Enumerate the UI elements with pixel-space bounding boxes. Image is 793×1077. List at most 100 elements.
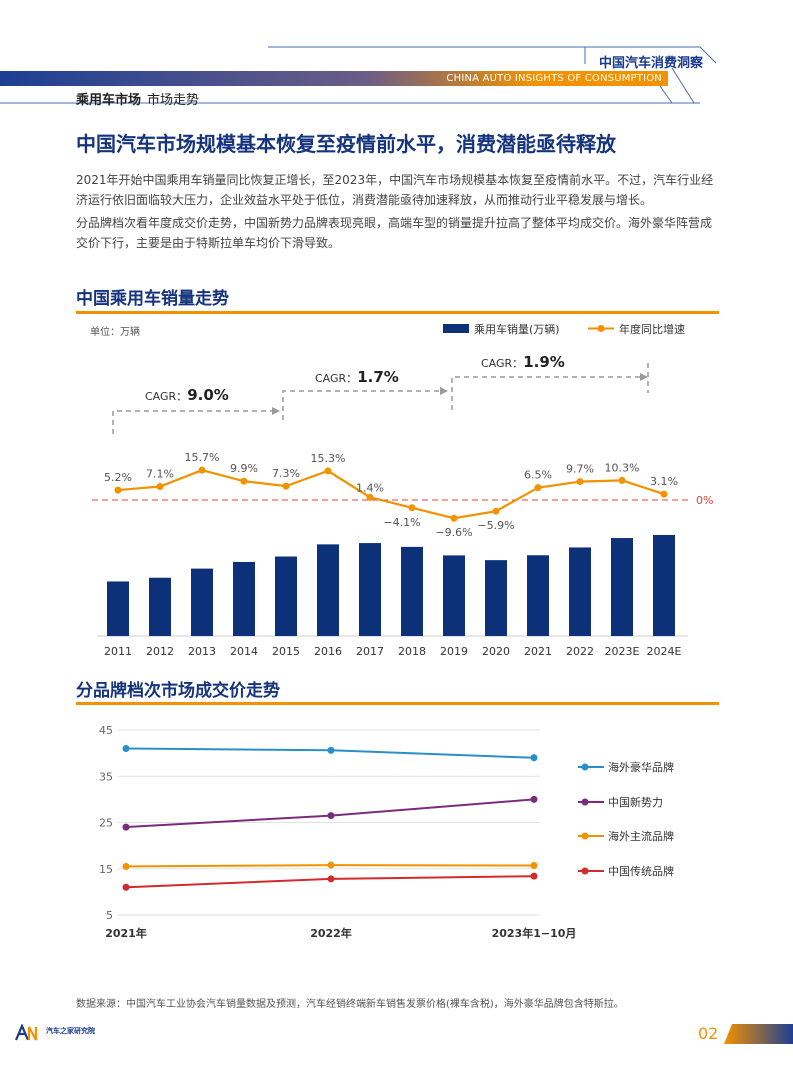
sales-bar-2018 <box>401 546 423 636</box>
sales-bar-2014 <box>233 561 255 636</box>
growth-label-2020: −5.9% <box>477 519 514 532</box>
x-label-2022: 2022 <box>566 645 594 658</box>
growth-label-2013: 15.7% <box>185 451 220 464</box>
intro-line-2: 济运行依旧面临较大压力，企业效益水平处于低位，消费潜能亟待加速释放，从而推动行业… <box>76 193 653 207</box>
cagr-2016-2019: CAGR：1.7% <box>315 368 399 386</box>
price-point-new_forces-0 <box>122 823 130 831</box>
cagr-2011-2016: CAGR：9.0% <box>145 386 229 404</box>
growth-label-2012: 7.1% <box>146 468 174 481</box>
growth-label-2021: 6.5% <box>524 469 552 482</box>
cagr-2019-2024: CAGR：1.9% <box>481 353 565 371</box>
price-point-mainstream-0 <box>122 862 130 870</box>
legend-line-marker <box>597 325 605 332</box>
growth-line <box>117 469 665 520</box>
sales-chart: 单位：万辆 乘用车销量(万辆) 年度同比增速 CAGR：9.0% CAGR：1.… <box>90 322 713 658</box>
autohome-logo-icon <box>14 1024 38 1041</box>
x-label-2020: 2020 <box>482 645 510 658</box>
sales-bar-2015 <box>275 556 297 636</box>
brand-title: 中国汽车消费洞察 <box>598 56 703 71</box>
growth-label-2024E: 3.1% <box>650 475 678 488</box>
sales-bar-2012 <box>149 577 171 636</box>
price-y-tick-15: 15 <box>99 863 113 876</box>
price-legend-label-luxury: 海外豪华品牌 <box>608 760 674 774</box>
price-point-luxury-2 <box>530 754 538 762</box>
price-x-label-2: 2023年1−10月 <box>492 926 577 940</box>
price-legend-marker-new_forces <box>581 798 589 806</box>
price-point-new_forces-2 <box>530 795 538 803</box>
x-label-2024E: 2024E <box>647 645 682 658</box>
x-label-2021: 2021 <box>524 645 552 658</box>
growth-label-2023E: 10.3% <box>605 461 640 474</box>
price-y-tick-25: 25 <box>99 817 113 830</box>
x-label-2014: 2014 <box>230 645 258 658</box>
logo-text: 汽车之家研究院 <box>46 1027 95 1035</box>
growth-label-2011: 5.2% <box>104 471 132 484</box>
growth-label-2017: 1.4% <box>356 481 384 494</box>
growth-label-2015: 7.3% <box>272 467 300 480</box>
sales-bar-2013 <box>191 568 213 636</box>
price-legend-marker-mainstream <box>581 832 589 840</box>
brand-line-1: 分品牌档次看年度成交价走势，中国新势力品牌表现亮眼，高端车型的销量提升拉高了整体… <box>76 216 713 230</box>
price-point-new_forces-1 <box>327 812 335 820</box>
growth-point-2018 <box>408 504 416 512</box>
growth-point-2015 <box>282 482 290 490</box>
legend-bar-label: 乘用车销量(万辆) <box>474 322 560 336</box>
growth-label-2019: −9.6% <box>435 526 472 539</box>
growth-point-2021 <box>534 484 542 492</box>
x-label-2015: 2015 <box>272 645 300 658</box>
page-title: 中国汽车市场规模基本恢复至疫情前水平，消费潜能亟待释放 <box>76 132 616 156</box>
price-legend-label-new_forces: 中国新势力 <box>608 795 663 809</box>
growth-point-2016 <box>324 467 332 475</box>
growth-point-2020 <box>492 507 500 515</box>
x-label-2018: 2018 <box>398 645 426 658</box>
price-point-traditional-0 <box>122 883 130 891</box>
page-number: 02 <box>698 1024 719 1043</box>
growth-point-2024E <box>660 490 668 498</box>
brand-line-2: 交价下行，主要是由于特斯拉单车均价下滑导致。 <box>76 236 341 250</box>
growth-label-2014: 9.9% <box>230 462 258 475</box>
price-legend-label-traditional: 中国传统品牌 <box>608 864 674 878</box>
growth-point-2019 <box>450 514 458 522</box>
price-legend-marker-luxury <box>581 763 589 771</box>
growth-label-2022: 9.7% <box>566 463 594 476</box>
x-label-2023E: 2023E <box>605 645 640 658</box>
price-point-luxury-0 <box>122 745 130 752</box>
zero-growth-label: 0% <box>696 494 713 507</box>
price-x-label-1: 2022年 <box>310 926 352 940</box>
price-x-label-0: 2021年 <box>105 926 147 940</box>
intro-line-1: 2021年开始中国乘用车销量同比恢复正增长，至2023年，中国汽车市场规模基本恢… <box>76 173 714 187</box>
x-label-2013: 2013 <box>188 645 216 658</box>
growth-point-2017 <box>366 493 374 501</box>
cagr-annotations: CAGR：9.0% CAGR：1.7% CAGR：1.9% <box>112 353 649 434</box>
growth-point-2022 <box>576 478 584 486</box>
footer-stripe <box>724 1024 793 1044</box>
price-section-title: 分品牌档次市场成交价走势 <box>76 681 280 701</box>
growth-point-2023E <box>618 476 626 484</box>
sales-bar-2024E <box>653 535 675 636</box>
sales-section-title: 中国乘用车销量走势 <box>76 289 229 309</box>
x-label-2012: 2012 <box>146 645 174 658</box>
sales-bar-2019 <box>443 555 465 636</box>
price-section-rule <box>76 702 719 705</box>
legend-line-label: 年度同比增速 <box>619 322 685 336</box>
price-y-tick-5: 5 <box>106 909 113 922</box>
sales-bar-2011 <box>107 581 129 636</box>
sales-bar-2017 <box>359 543 381 636</box>
growth-point-2012 <box>156 483 164 491</box>
growth-point-2013 <box>198 466 206 474</box>
brand-subtitle: CHINA AUTO INSIGHTS OF CONSUMPTION <box>446 73 662 84</box>
growth-point-2011 <box>114 486 122 494</box>
sales-bar-2022 <box>569 547 591 636</box>
price-point-mainstream-2 <box>530 862 538 870</box>
price-point-luxury-1 <box>327 746 335 754</box>
x-label-2016: 2016 <box>314 645 342 658</box>
price-y-tick-35: 35 <box>99 770 113 783</box>
breadcrumb-section: 乘用车市场 <box>76 93 142 108</box>
sales-bar-2020 <box>485 560 507 636</box>
price-chart: 45 35 25 15 5 2021年 2022年 2023年1−10月 海外豪华品牌中国新… <box>99 724 674 940</box>
price-legend-marker-traditional <box>581 867 589 875</box>
x-label-2017: 2017 <box>356 645 384 658</box>
price-point-traditional-1 <box>327 875 335 883</box>
x-label-2019: 2019 <box>440 645 468 658</box>
breadcrumb-subsection: 市场走势 <box>147 93 200 108</box>
